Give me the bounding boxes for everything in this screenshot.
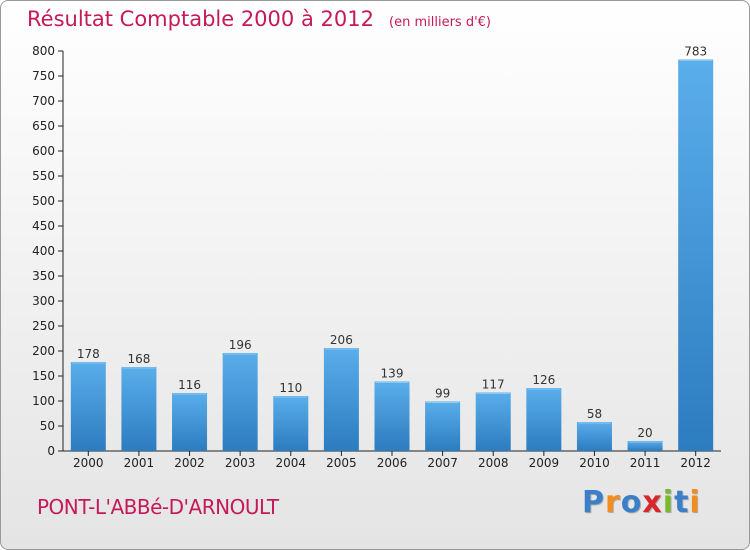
logo-letter: x bbox=[642, 485, 663, 520]
bar bbox=[526, 388, 562, 451]
y-tick-label: 350 bbox=[32, 269, 55, 283]
x-tick-label: 2003 bbox=[225, 456, 256, 470]
x-tick-label: 2007 bbox=[427, 456, 458, 470]
bar-value-label: 58 bbox=[587, 407, 602, 421]
x-tick-label: 2001 bbox=[124, 456, 155, 470]
x-tick-label: 2000 bbox=[73, 456, 104, 470]
bar-value-label: 126 bbox=[532, 373, 555, 387]
y-tick-label: 400 bbox=[32, 244, 55, 258]
y-tick-label: 450 bbox=[32, 219, 55, 233]
bar bbox=[273, 396, 309, 451]
logo-letter: t bbox=[674, 485, 690, 520]
logo-letter: i bbox=[689, 485, 701, 520]
x-tick-label: 2012 bbox=[680, 456, 711, 470]
x-tick-label: 2011 bbox=[630, 456, 661, 470]
bar-value-label: 99 bbox=[435, 387, 450, 401]
bar-value-label: 783 bbox=[684, 45, 707, 59]
bar-value-label: 20 bbox=[637, 426, 652, 440]
bar bbox=[475, 392, 511, 451]
y-tick-label: 550 bbox=[32, 169, 55, 183]
x-tick-label: 2009 bbox=[529, 456, 560, 470]
y-tick-label: 650 bbox=[32, 119, 55, 133]
bar-value-label: 206 bbox=[330, 333, 353, 347]
x-tick-label: 2008 bbox=[478, 456, 509, 470]
y-tick-label: 750 bbox=[32, 69, 55, 83]
x-tick-label: 2004 bbox=[275, 456, 306, 470]
x-tick-label: 2010 bbox=[579, 456, 610, 470]
bar-value-label: 168 bbox=[127, 352, 150, 366]
x-tick-label: 2005 bbox=[326, 456, 357, 470]
logo-letter: o bbox=[620, 485, 643, 520]
bar-value-label: 196 bbox=[229, 338, 252, 352]
bar bbox=[121, 367, 157, 451]
y-tick-label: 200 bbox=[32, 344, 55, 358]
bar bbox=[172, 393, 208, 451]
bar bbox=[425, 401, 461, 451]
chart-title-group: Résultat Comptable 2000 à 2012 (en milli… bbox=[27, 7, 491, 31]
bar-value-label: 178 bbox=[77, 347, 100, 361]
bar bbox=[374, 381, 410, 451]
y-tick-label: 600 bbox=[32, 144, 55, 158]
x-tick-label: 2006 bbox=[377, 456, 408, 470]
bar bbox=[678, 59, 714, 451]
bar bbox=[70, 362, 106, 451]
bar bbox=[627, 441, 663, 451]
bar bbox=[576, 422, 612, 451]
bar-value-label: 110 bbox=[279, 381, 302, 395]
bar bbox=[323, 348, 359, 451]
chart-title: Résultat Comptable 2000 à 2012 bbox=[27, 7, 374, 31]
logo-letter: P bbox=[582, 485, 605, 520]
bar-value-label: 116 bbox=[178, 378, 201, 392]
chart-subtitle: (en milliers d'€) bbox=[389, 15, 491, 30]
y-tick-label: 500 bbox=[32, 194, 55, 208]
y-tick-label: 150 bbox=[32, 369, 55, 383]
logo-letter: i bbox=[662, 485, 675, 520]
y-tick-label: 300 bbox=[32, 294, 55, 308]
bar bbox=[222, 353, 258, 451]
proxiti-logo[interactable]: Proxiti bbox=[582, 485, 701, 520]
bar-value-label: 139 bbox=[381, 367, 404, 381]
bar-value-label: 117 bbox=[482, 378, 505, 392]
y-tick-label: 250 bbox=[32, 319, 55, 333]
y-tick-label: 800 bbox=[32, 44, 55, 58]
city-name: PONT-L'ABBé-D'ARNOULT bbox=[37, 495, 279, 519]
y-tick-label: 700 bbox=[32, 94, 55, 108]
y-tick-label: 50 bbox=[40, 419, 55, 433]
logo-letter: r bbox=[605, 485, 621, 520]
y-tick-label: 100 bbox=[32, 394, 55, 408]
x-tick-label: 2002 bbox=[174, 456, 205, 470]
y-tick-label: 0 bbox=[47, 444, 55, 458]
